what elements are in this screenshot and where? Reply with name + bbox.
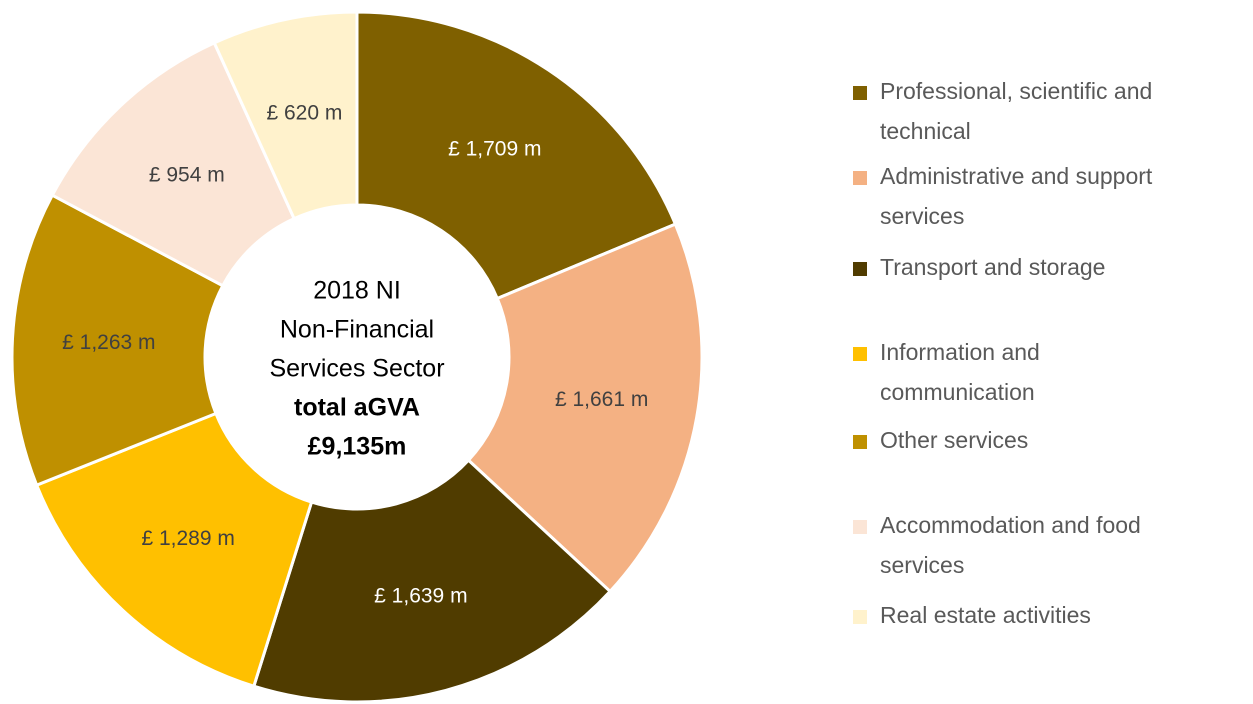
legend-marker xyxy=(853,610,867,624)
legend-line: Transport and storage xyxy=(880,254,1105,280)
value-label: £ 1,289 m xyxy=(141,527,234,550)
legend-label: Transport and storage xyxy=(880,254,1105,280)
center-text: total aGVA xyxy=(294,394,420,422)
center-text: Services Sector xyxy=(269,355,444,383)
legend-marker xyxy=(853,262,867,276)
legend-label: Administrative and support services xyxy=(880,163,1153,229)
legend-line: Real estate activities xyxy=(880,602,1091,628)
value-label: £ 954 m xyxy=(149,163,225,186)
legend-label: Real estate activities xyxy=(880,602,1091,628)
donut-slice xyxy=(34,411,314,689)
legend-line: services xyxy=(880,552,964,578)
legend-marker xyxy=(853,171,867,185)
legend-marker xyxy=(853,347,867,361)
legend-line: Other services xyxy=(880,427,1028,453)
value-label: £ 1,263 m xyxy=(62,331,155,354)
legend-line: communication xyxy=(880,379,1035,405)
legend-line: Information and xyxy=(880,339,1040,365)
legend-line: Professional, scientific and xyxy=(880,78,1152,104)
legend-line: Administrative and support xyxy=(880,163,1153,189)
legend-label: Accommodation and food services xyxy=(880,512,1141,578)
center-text: Non-Financial xyxy=(280,316,434,344)
donut-slice xyxy=(466,222,704,594)
value-label: £ 620 m xyxy=(266,102,342,125)
legend-marker xyxy=(853,435,867,449)
donut-slice xyxy=(50,40,297,288)
value-label: £ 1,639 m xyxy=(374,585,467,608)
donut-slice xyxy=(251,458,613,704)
legend-label: Other services xyxy=(880,427,1028,453)
legend-line: services xyxy=(880,203,964,229)
legend-marker xyxy=(853,520,867,534)
donut-slice xyxy=(10,193,225,488)
donut-slice xyxy=(355,10,678,301)
legend-label: Professional, scientific and technical xyxy=(880,78,1152,144)
legend-marker xyxy=(853,86,867,100)
legend-line: technical xyxy=(880,118,971,144)
center-text: £9,135m xyxy=(308,433,407,461)
value-label: £ 1,709 m xyxy=(448,138,541,161)
legend-label: Information and communication xyxy=(880,339,1040,405)
center-text: 2018 NI xyxy=(313,277,401,305)
legend-line: Accommodation and food xyxy=(880,512,1141,538)
value-label: £ 1,661 m xyxy=(555,388,648,411)
donut-slice xyxy=(212,10,359,221)
